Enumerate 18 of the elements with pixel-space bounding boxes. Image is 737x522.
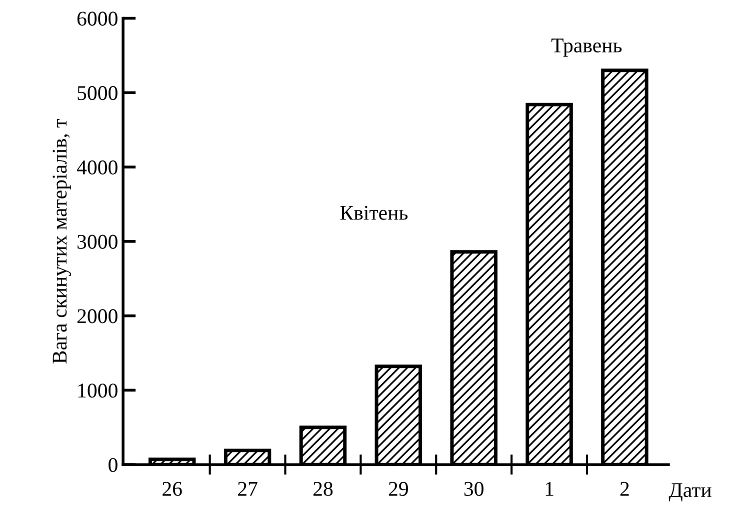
y-tick-label: 5000 bbox=[78, 86, 118, 100]
x-tick-label: 2 bbox=[620, 482, 629, 496]
annotation: Квітень bbox=[340, 206, 408, 220]
y-tick-label: 3000 bbox=[78, 234, 118, 249]
y-axis-title: Вага скинутих матеріалів, т bbox=[52, 119, 71, 364]
x-tick-label: 26 bbox=[162, 482, 182, 496]
x-tick-label: 29 bbox=[388, 482, 408, 496]
x-tick-label: 28 bbox=[313, 482, 333, 496]
y-tick-label: 6000 bbox=[77, 12, 118, 26]
y-tick-label: 4000 bbox=[76, 160, 118, 174]
y-tick-label: 0 bbox=[108, 458, 118, 472]
annotation: Травень bbox=[551, 38, 622, 57]
y-tick-label: 1000 bbox=[78, 384, 118, 398]
y-tick-label: 2000 bbox=[77, 309, 118, 324]
x-tick-label: 27 bbox=[238, 482, 258, 496]
x-axis-title: Дати bbox=[668, 483, 712, 502]
x-tick-label: 30 bbox=[464, 482, 484, 496]
x-tick-label: 1 bbox=[546, 482, 554, 496]
